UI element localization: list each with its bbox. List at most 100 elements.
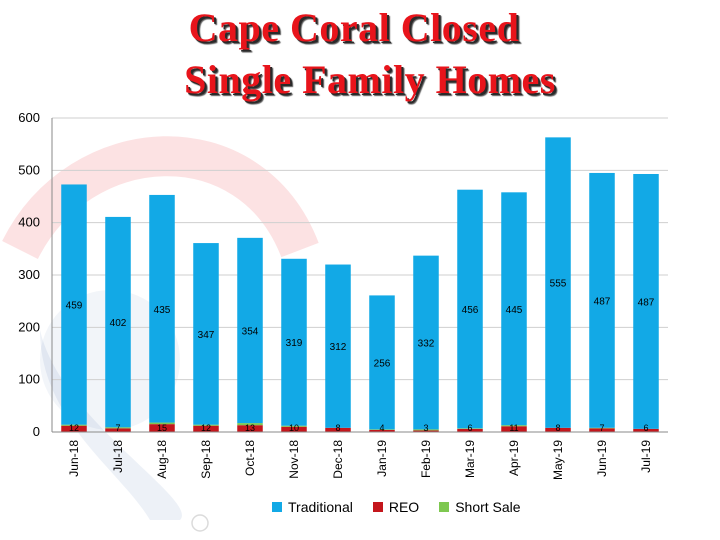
bar-traditional [633, 173, 659, 429]
x-tick-label: Jun-19 [595, 440, 609, 477]
data-label-traditional: 435 [154, 305, 171, 316]
data-label-traditional: 487 [594, 296, 611, 307]
data-label-reo: 15 [157, 423, 167, 433]
legend-label-short-sale: Short Sale [455, 499, 521, 515]
legend-item-traditional: Traditional [272, 499, 353, 515]
bar-reo [237, 425, 263, 432]
data-label-reo: 6 [643, 423, 648, 433]
bar-reo [413, 430, 439, 432]
data-label-traditional: 487 [638, 297, 655, 308]
bar-traditional [149, 194, 175, 423]
data-label-reo: 8 [335, 423, 340, 433]
x-tick-label: Aug-18 [155, 440, 169, 479]
legend-swatch-traditional [272, 502, 282, 512]
data-label-traditional: 256 [374, 358, 391, 369]
x-tick-label: Jun-18 [67, 440, 81, 477]
y-tick-label: 100 [18, 372, 40, 387]
x-tick-label: Jul-18 [111, 440, 125, 473]
data-label-traditional: 555 [550, 279, 567, 290]
gridlines [52, 117, 668, 433]
x-tick-label: Jan-19 [375, 440, 389, 477]
x-tick-label: Nov-18 [287, 440, 301, 479]
data-label-reo: 11 [509, 423, 518, 433]
bar-short-sale [369, 429, 395, 430]
bar-traditional [193, 243, 219, 425]
data-label-traditional: 347 [198, 330, 215, 341]
bar-traditional [413, 255, 439, 430]
data-label-traditional: 319 [286, 338, 303, 349]
x-axis: Jun-18 Jul-18 Aug-18 Sep-18 Oct-18 Nov-18 Dec-… [52, 431, 668, 480]
bar-reo [589, 428, 615, 432]
bar-short-sale [589, 427, 615, 429]
bar-short-sale [105, 427, 131, 429]
data-label-reo: 3 [423, 423, 428, 433]
bar-reo [281, 426, 307, 432]
bar-short-sale [237, 423, 263, 426]
bar-traditional [325, 264, 351, 428]
legend: Traditional REO Short Sale [272, 499, 521, 515]
y-tick-label: 600 [18, 110, 40, 125]
data-label-traditional: 332 [418, 339, 435, 350]
bar-traditional [369, 295, 395, 430]
y-tick-label: 400 [18, 215, 40, 230]
bar-short-sale [457, 428, 483, 429]
legend-item-reo: REO [372, 499, 420, 515]
bar-reo [149, 424, 175, 432]
x-tick-label: Sep-18 [199, 440, 213, 479]
x-tick-label: Dec-18 [331, 440, 345, 479]
data-label-traditional: 312 [330, 342, 347, 353]
bar-short-sale [281, 425, 307, 427]
bar-traditional [457, 189, 483, 429]
legend-item-short-sale: Short Sale [439, 499, 521, 515]
bar-reo [369, 429, 395, 432]
data-label-reo: 12 [201, 423, 211, 433]
data-label-traditional: 456 [462, 305, 479, 316]
bars: 459 12 402 7 435 15 347 12 354 13 319 10 312 8 256 4 332… [61, 137, 659, 433]
bar-traditional [105, 216, 131, 428]
bar-reo [501, 426, 527, 432]
x-tick-label: Feb-19 [419, 440, 433, 478]
bar-traditional [61, 184, 87, 425]
bar-reo [105, 428, 131, 432]
bar-reo [325, 427, 351, 432]
data-label-reo: 10 [289, 423, 299, 433]
y-tick-label: 200 [18, 319, 40, 334]
bar-short-sale [149, 422, 175, 425]
x-tick-label: Oct-18 [243, 440, 257, 476]
bar-traditional [589, 172, 615, 428]
bar-traditional [501, 192, 527, 426]
x-tick-label: Mar-19 [463, 440, 477, 478]
bar-reo [457, 428, 483, 432]
bar-reo [545, 427, 571, 432]
data-label-reo: 13 [245, 423, 255, 433]
y-tick-label: 500 [18, 162, 40, 177]
data-label-reo: 8 [555, 423, 560, 433]
bar-traditional [545, 137, 571, 428]
legend-swatch-short-sale [439, 502, 450, 512]
data-label-traditional: 459 [66, 301, 83, 312]
y-axis: 0 100 200 300 400 500 600 [18, 110, 53, 439]
legend-label-reo: REO [388, 499, 420, 515]
bar-short-sale [413, 429, 439, 431]
chart-title-line2: Single Family Homes [184, 57, 556, 102]
legend-label-traditional: Traditional [288, 499, 353, 515]
bar-reo [193, 425, 219, 432]
data-label-reo: 7 [115, 423, 120, 433]
bar-traditional [237, 237, 263, 424]
x-tick-label: Apr-19 [507, 440, 521, 476]
bar-short-sale [61, 424, 87, 426]
bar-short-sale [193, 424, 219, 426]
y-tick-label: 300 [18, 267, 40, 282]
x-tick-label: May-19 [551, 440, 565, 480]
legend-swatch-reo [372, 502, 383, 512]
data-label-traditional: 402 [110, 318, 127, 329]
bar-reo [61, 425, 87, 432]
bar-traditional [281, 258, 307, 426]
x-tick-label: Jul-19 [639, 440, 653, 473]
y-tick-label: 0 [33, 424, 40, 439]
bar-short-sale [501, 425, 527, 427]
data-label-traditional: 445 [506, 305, 523, 316]
data-label-reo: 4 [379, 423, 384, 433]
data-label-traditional: 354 [242, 326, 259, 337]
